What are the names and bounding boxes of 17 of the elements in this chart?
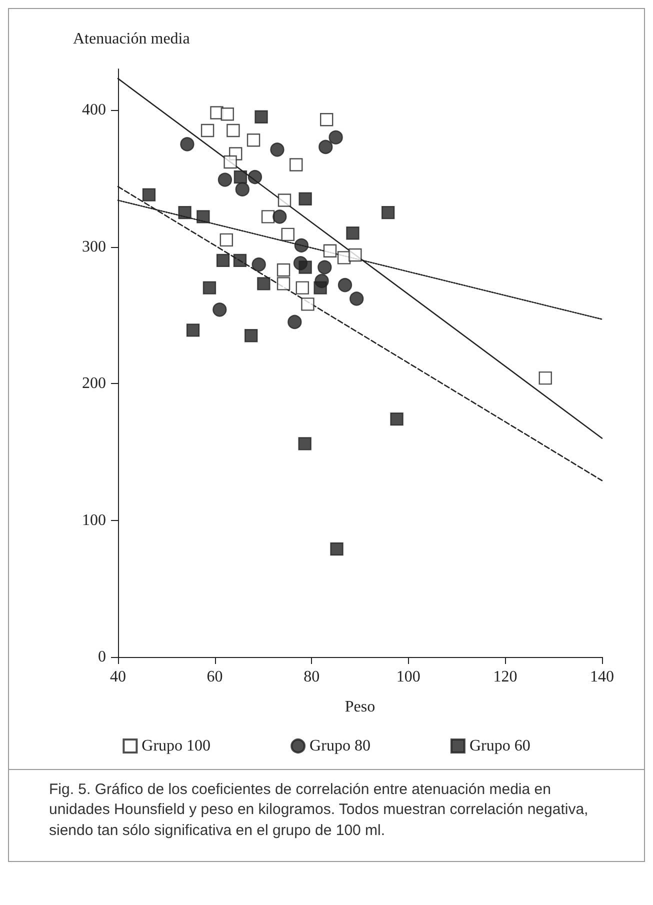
legend-label: Grupo 60: [469, 738, 530, 754]
x-tick-label: 140: [590, 668, 614, 686]
y-tick-label: 100: [82, 512, 106, 529]
x-tick-label: 60: [206, 668, 223, 686]
x-tick-label: 100: [396, 668, 420, 686]
y-tick-label: 200: [82, 375, 106, 392]
y-tick-label: 300: [82, 238, 106, 256]
x-tick-label: 40: [110, 668, 126, 686]
legend-label: Grupo 100: [142, 738, 211, 754]
y-axis-title: Atenuación media: [73, 30, 190, 48]
x-tick-label: 80: [304, 668, 320, 686]
y-tick-label: 0: [98, 648, 106, 666]
legend-label: Grupo 80: [310, 738, 370, 754]
x-axis-title: Peso: [344, 698, 376, 716]
y-tick-label: 400: [82, 102, 106, 119]
x-tick-label: 120: [493, 668, 518, 686]
caption: Fig. 5. Gráfico de los coeficientes de correlación entre atenuación media en unidades Hounsfield y peso en kilogramos. Todos muestran correlación negativa, siendo tan sólo significativa en el grupo de 100 ml.: [49, 780, 590, 840]
